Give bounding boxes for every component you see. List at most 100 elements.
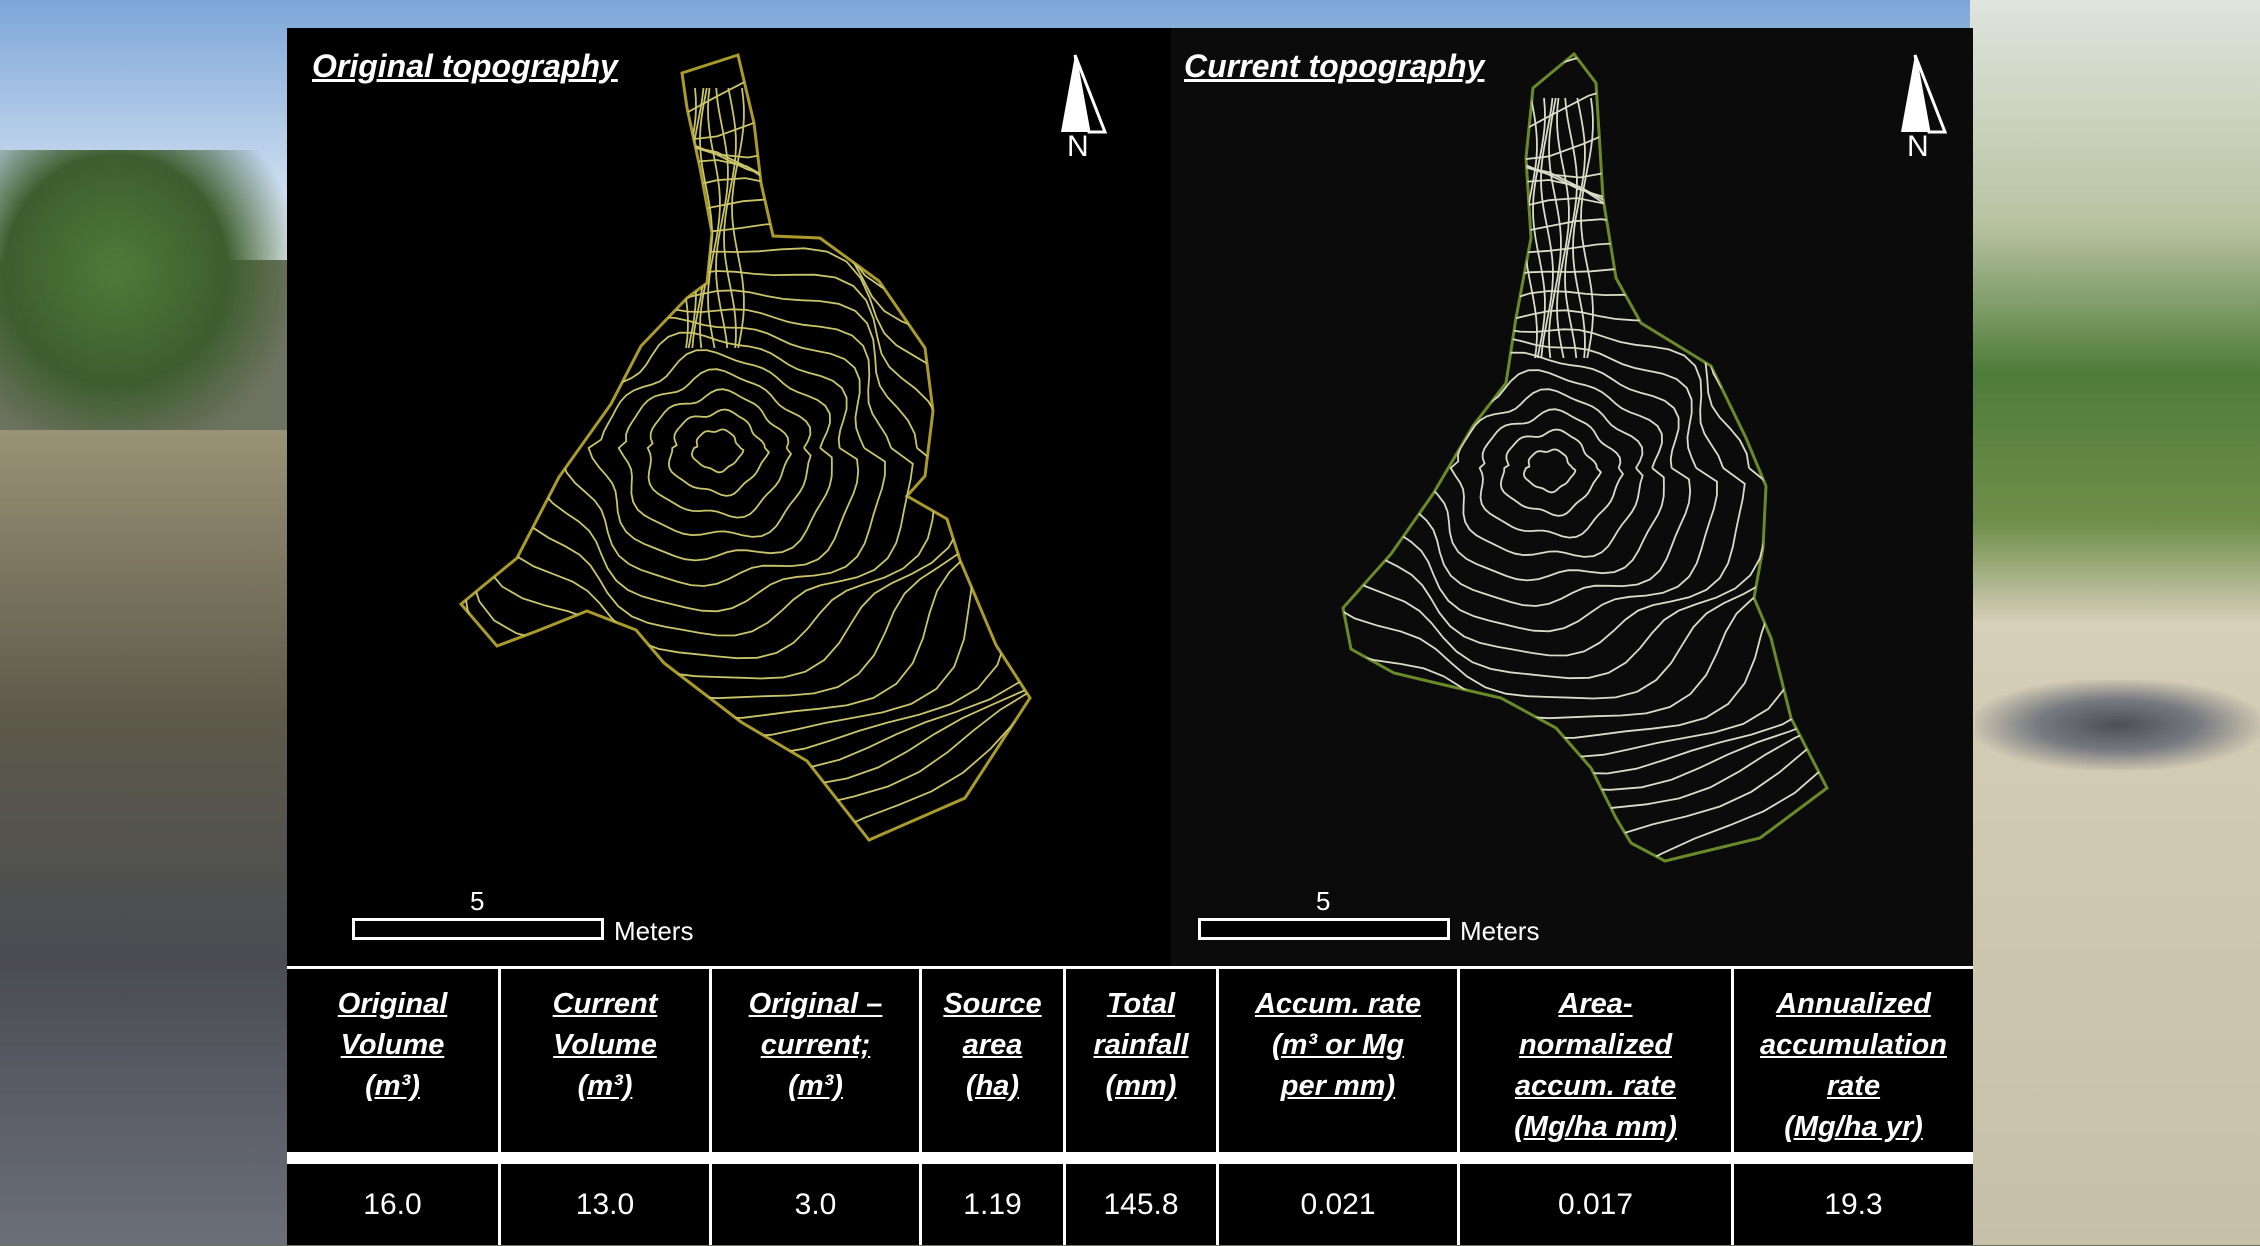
contour-line bbox=[1343, 81, 1827, 861]
table-value-cell: 1.19 bbox=[919, 1164, 1063, 1245]
contour-line bbox=[1343, 164, 1827, 847]
map-title: Original topography bbox=[312, 48, 618, 84]
table-header-cell: Original – current; (m³) bbox=[709, 966, 919, 1152]
contour-line bbox=[1564, 97, 1578, 359]
contour-lines bbox=[1343, 54, 1827, 861]
table-header-line: Volume bbox=[553, 1029, 657, 1061]
table-header-cell: Area-normalized accum. rate (Mg/ha mm) bbox=[1457, 966, 1731, 1152]
table-header-line: rainfall bbox=[1093, 1029, 1189, 1061]
contour-line bbox=[461, 55, 1030, 840]
table-header-line: Area- bbox=[1558, 988, 1633, 1020]
contour-line bbox=[1540, 97, 1554, 359]
contour-line bbox=[560, 331, 860, 587]
contour-line bbox=[461, 55, 1030, 840]
contour-line bbox=[1532, 97, 1546, 359]
contour-line bbox=[1343, 241, 1827, 739]
contour-line bbox=[1343, 267, 1827, 720]
table-header-line: Annualized bbox=[1776, 988, 1931, 1020]
contour-line bbox=[587, 349, 833, 562]
north-arrow-shape bbox=[1901, 54, 1948, 134]
contour-line bbox=[1548, 97, 1562, 359]
north-arrow-shape bbox=[1061, 54, 1108, 134]
table-header-line: rate bbox=[1826, 1070, 1881, 1102]
contour-line bbox=[461, 55, 1030, 840]
table-header-line: per mm) bbox=[1280, 1070, 1396, 1102]
scale-value: 5 bbox=[1316, 886, 1331, 916]
table-top-rule bbox=[287, 966, 1973, 969]
catchment-outline bbox=[1341, 51, 1829, 863]
table-header-line: (m³) bbox=[577, 1070, 633, 1102]
table-header-line: accum. rate bbox=[1514, 1070, 1677, 1102]
north-arrow-icon: N bbox=[1053, 50, 1123, 170]
table-header-line: (Mg/ha mm) bbox=[1514, 1111, 1677, 1143]
contour-line bbox=[461, 94, 1030, 840]
contour-line bbox=[461, 247, 995, 700]
table-header-line: (m³) bbox=[365, 1070, 420, 1102]
table-header-line: Total bbox=[1106, 988, 1176, 1020]
results-table: Original Volume (m³) 16.0 Current Volume (m³) 1… bbox=[287, 966, 1973, 1245]
north-label: N bbox=[1067, 130, 1089, 163]
contour-line bbox=[731, 87, 745, 349]
table-header-cell: Original Volume (m³) bbox=[287, 966, 498, 1152]
contour-line bbox=[1343, 153, 1827, 861]
table-value-cell: 145.8 bbox=[1063, 1164, 1216, 1245]
contour-line bbox=[1343, 54, 1827, 861]
scale-unit: Meters bbox=[614, 916, 694, 946]
contour-line bbox=[461, 159, 1030, 792]
north-arrow-icon: N bbox=[1893, 50, 1963, 170]
contour-line bbox=[667, 408, 771, 497]
background-trees bbox=[0, 150, 290, 450]
contour-line bbox=[461, 55, 1030, 840]
contour-line bbox=[690, 428, 745, 474]
table-value-cell: 0.021 bbox=[1216, 1164, 1457, 1245]
table-value-cell: 16.0 bbox=[363, 1188, 422, 1221]
catchment-outline bbox=[458, 53, 1032, 842]
contour-line bbox=[461, 55, 1030, 840]
table-header-line: Original – bbox=[748, 988, 883, 1020]
contour-line bbox=[1419, 369, 1665, 582]
table-header-line: Current bbox=[552, 988, 658, 1020]
scale-unit: Meters bbox=[1460, 916, 1540, 946]
contour-line bbox=[461, 55, 1030, 840]
table-header-line: (mm) bbox=[1105, 1070, 1177, 1102]
original-contour-map bbox=[458, 53, 1032, 842]
contour-line bbox=[1343, 54, 1827, 861]
contour-line bbox=[1499, 428, 1603, 517]
background-field bbox=[1970, 0, 2260, 1245]
contour-lines bbox=[461, 55, 1030, 840]
contour-line bbox=[461, 133, 1030, 840]
contour-line bbox=[1343, 309, 1772, 680]
contour-line bbox=[1343, 54, 1827, 861]
contour-line bbox=[617, 368, 812, 538]
contour-line bbox=[1343, 54, 1827, 861]
background-ground bbox=[0, 430, 290, 1245]
table-value-cell: 3.0 bbox=[709, 1164, 919, 1245]
contour-line bbox=[1449, 388, 1644, 558]
scale-bar-box bbox=[352, 918, 604, 940]
contour-line bbox=[1343, 54, 1827, 861]
original-topography-map: Original topography N 5 Meters bbox=[287, 28, 1171, 966]
table-value-cell: 19.3 bbox=[1731, 1164, 1973, 1245]
contour-line bbox=[1392, 351, 1692, 607]
table-header-line: (m³) bbox=[788, 1070, 843, 1102]
contour-line bbox=[1522, 448, 1577, 494]
table-value-cell: 0.017 bbox=[1457, 1164, 1731, 1245]
contour-line bbox=[1580, 97, 1594, 359]
contour-line bbox=[699, 87, 713, 349]
table-header-line: (m³ or Mg bbox=[1271, 1029, 1405, 1061]
contour-line bbox=[715, 87, 729, 349]
contour-line bbox=[707, 87, 721, 349]
contour-line bbox=[461, 55, 1030, 840]
scale-value: 5 bbox=[470, 886, 485, 916]
contour-line bbox=[1343, 54, 1827, 861]
contour-line bbox=[1343, 54, 1827, 861]
contour-line bbox=[461, 144, 1030, 827]
table-header-line: Accum. rate bbox=[1254, 988, 1421, 1020]
table-header-cell: Total rainfall (mm) bbox=[1063, 966, 1216, 1152]
contour-line bbox=[461, 55, 1030, 840]
table-header-line: Volume bbox=[340, 1029, 445, 1061]
table-header-line: Source bbox=[943, 988, 1042, 1020]
current-topography-map: Current topography N 5 Meters bbox=[1171, 28, 1973, 966]
north-label: N bbox=[1907, 130, 1929, 163]
contour-line bbox=[461, 127, 1030, 840]
